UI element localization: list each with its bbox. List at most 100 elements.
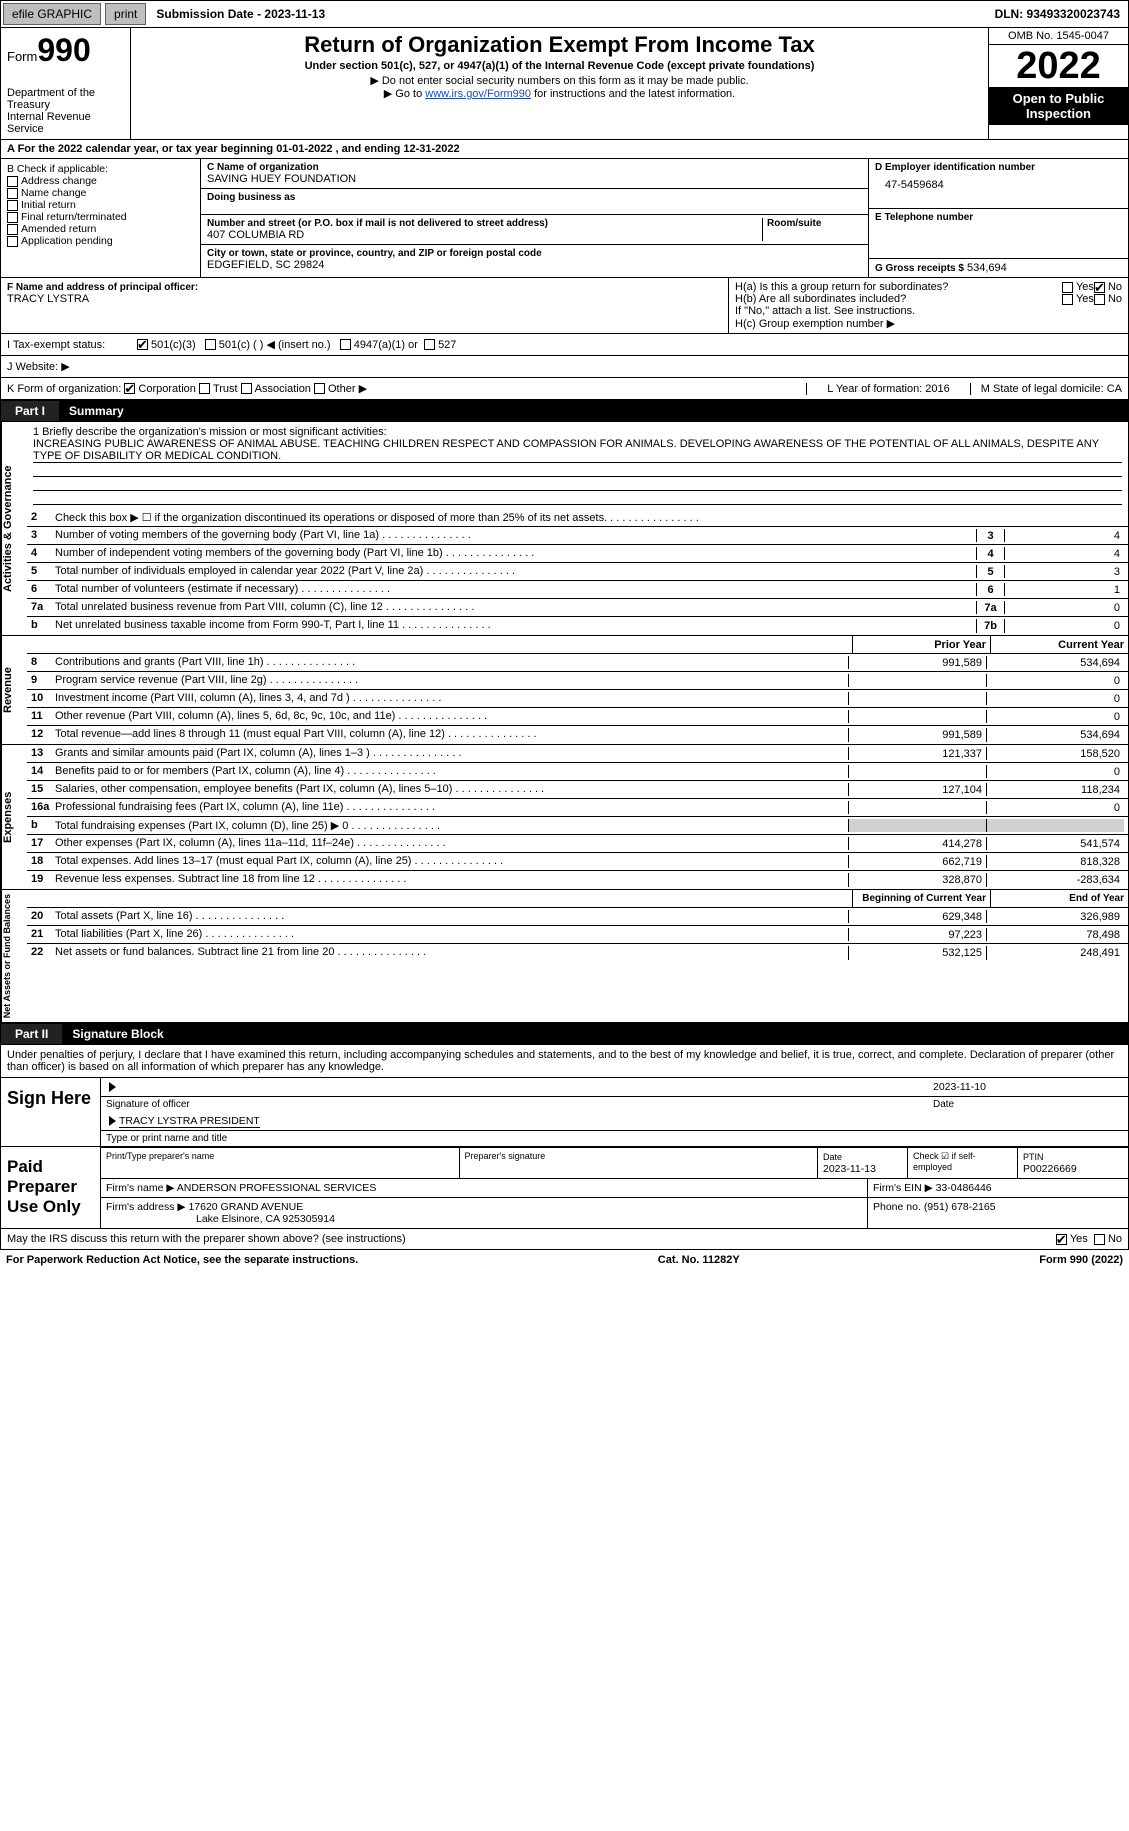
chk-final-return[interactable] [7, 212, 18, 223]
irs-link[interactable]: www.irs.gov/Form990 [425, 88, 531, 100]
penalty-text: Under penalties of perjury, I declare th… [1, 1045, 1128, 1077]
k-1: Trust [213, 383, 238, 395]
part-1-header: Part I Summary [0, 400, 1129, 422]
ein-value: 47-5459684 [875, 173, 1122, 191]
chk-corp[interactable] [124, 383, 135, 394]
i-2: 4947(a)(1) or [354, 339, 418, 351]
vtab-revenue: Revenue [1, 636, 27, 744]
j-lbl: J Website: ▶ [7, 360, 70, 373]
vtab-net: Net Assets or Fund Balances [1, 890, 27, 1022]
summary-line: 3Number of voting members of the governi… [27, 527, 1128, 545]
paid-prep-lbl: Paid Preparer Use Only [1, 1147, 101, 1228]
firm-ein: 33-0486446 [936, 1182, 992, 1194]
goto-pre: ▶ Go to [384, 88, 425, 100]
chk-amended[interactable] [7, 224, 18, 235]
chk-4947[interactable] [340, 339, 351, 350]
discuss-no[interactable] [1094, 1234, 1105, 1245]
form-990: 990 [37, 32, 90, 68]
gross-receipts: 534,694 [967, 262, 1007, 274]
vtab-expenses: Expenses [1, 745, 27, 889]
dept-treasury: Department of the Treasury Internal Reve… [7, 87, 124, 135]
firm-addr-lbl: Firm's address ▶ [106, 1201, 186, 1213]
city-lbl: City or town, state or province, country… [207, 248, 862, 259]
self-emp-lbl: Check ☑ if self-employed [908, 1148, 1018, 1178]
summary-line: 2Check this box ▶ ☐ if the organization … [27, 509, 1128, 527]
summary-line: 4Number of independent voting members of… [27, 545, 1128, 563]
submission-date: Submission Date - 2023-11-13 [148, 4, 333, 24]
h-b: H(b) Are all subordinates included? [735, 293, 1062, 305]
form-title: Return of Organization Exempt From Incom… [139, 32, 980, 58]
chk-assoc[interactable] [241, 383, 252, 394]
date-lbl: Date [928, 1097, 1128, 1112]
mission-lbl: 1 Briefly describe the organization's mi… [33, 426, 1122, 438]
summary-line: 16aProfessional fundraising fees (Part I… [27, 799, 1128, 817]
form-number: Form990 [7, 32, 124, 69]
firm-ein-lbl: Firm's EIN ▶ [873, 1182, 933, 1194]
chk-name-change[interactable] [7, 188, 18, 199]
phone-no-lbl: Phone no. [873, 1201, 921, 1213]
chk-501c[interactable] [205, 339, 216, 350]
b-2: Initial return [21, 199, 76, 211]
summary-line: 14Benefits paid to or for members (Part … [27, 763, 1128, 781]
hb-no[interactable] [1094, 294, 1105, 305]
chk-501c3[interactable] [137, 339, 148, 350]
form-word: Form [7, 49, 37, 64]
summary-line: 18Total expenses. Add lines 13–17 (must … [27, 853, 1128, 871]
chk-trust[interactable] [199, 383, 210, 394]
chk-app-pending[interactable] [7, 236, 18, 247]
top-toolbar: efile GRAPHIC print Submission Date - 20… [0, 0, 1129, 27]
summary-line: bNet unrelated business taxable income f… [27, 617, 1128, 635]
chk-other[interactable] [314, 383, 325, 394]
summary-line: 10Investment income (Part VIII, column (… [27, 690, 1128, 708]
summary-line: 15Salaries, other compensation, employee… [27, 781, 1128, 799]
part-2-title: Signature Block [62, 1024, 173, 1044]
signer-name: TRACY LYSTRA PRESIDENT [119, 1115, 260, 1128]
print-button[interactable]: print [105, 3, 146, 25]
city-state-zip: EDGEFIELD, SC 29824 [207, 259, 862, 271]
revenue-section: Revenue Prior Year Current Year 8Contrib… [0, 636, 1129, 745]
prep-sig-lbl: Preparer's signature [465, 1151, 813, 1161]
summary-line: 21Total liabilities (Part X, line 26)97,… [27, 926, 1128, 944]
firm-addr-2: Lake Elsinore, CA 925305914 [106, 1213, 335, 1225]
officer-name: TRACY LYSTRA [7, 293, 722, 305]
ha-yes[interactable] [1062, 282, 1073, 293]
k-l-m-row: K Form of organization: Corporation Trus… [0, 378, 1129, 400]
chk-address-change[interactable] [7, 176, 18, 187]
tax-exempt-row: I Tax-exempt status: 501(c)(3) 501(c) ( … [0, 334, 1129, 356]
ptin-lbl: PTIN [1023, 1152, 1044, 1162]
prep-name-lbl: Print/Type preparer's name [106, 1151, 454, 1161]
yes-lbl: Yes [1070, 1233, 1088, 1245]
part-1-title: Summary [59, 401, 134, 421]
firm-phone: (951) 678-2165 [924, 1201, 996, 1213]
k-2: Association [255, 383, 311, 395]
i-1: 501(c) ( ) ◀ (insert no.) [219, 338, 331, 351]
ha-no[interactable] [1094, 282, 1105, 293]
gross-lbl: G Gross receipts $ [875, 263, 964, 274]
part-2-header: Part II Signature Block [0, 1023, 1129, 1045]
b-label: B Check if applicable: [7, 163, 194, 175]
chk-initial-return[interactable] [7, 200, 18, 211]
firm-name-lbl: Firm's name ▶ [106, 1182, 174, 1194]
section-c: C Name of organization SAVING HUEY FOUND… [201, 159, 868, 277]
b-0: Address change [21, 175, 97, 187]
form-subtitle-1: Under section 501(c), 527, or 4947(a)(1)… [139, 60, 980, 72]
dln-label: DLN: 93493320023743 [987, 4, 1128, 24]
firm-addr: 17620 GRAND AVENUE [188, 1201, 303, 1213]
website-row: J Website: ▶ [0, 356, 1129, 378]
type-name-lbl: Type or print name and title [101, 1130, 1128, 1146]
summary-line: 20Total assets (Part X, line 16)629,3483… [27, 908, 1128, 926]
i-3: 527 [438, 339, 456, 351]
i-lbl: I Tax-exempt status: [7, 339, 137, 351]
discuss-yes[interactable] [1056, 1234, 1067, 1245]
sig-officer-lbl: Signature of officer [101, 1097, 928, 1112]
mission-blank-1 [33, 463, 1122, 477]
k-0: Corporation [138, 383, 195, 395]
cat-no: Cat. No. 11282Y [658, 1254, 740, 1266]
h-note: If "No," attach a list. See instructions… [735, 305, 1122, 317]
hb-yes[interactable] [1062, 294, 1073, 305]
net-assets-section: Net Assets or Fund Balances Beginning of… [0, 890, 1129, 1023]
governance-section: Activities & Governance 1 Briefly descri… [0, 422, 1129, 636]
chk-527[interactable] [424, 339, 435, 350]
section-d-e-g: D Employer identification number 47-5459… [868, 159, 1128, 277]
omb-number: OMB No. 1545-0047 [989, 28, 1128, 45]
